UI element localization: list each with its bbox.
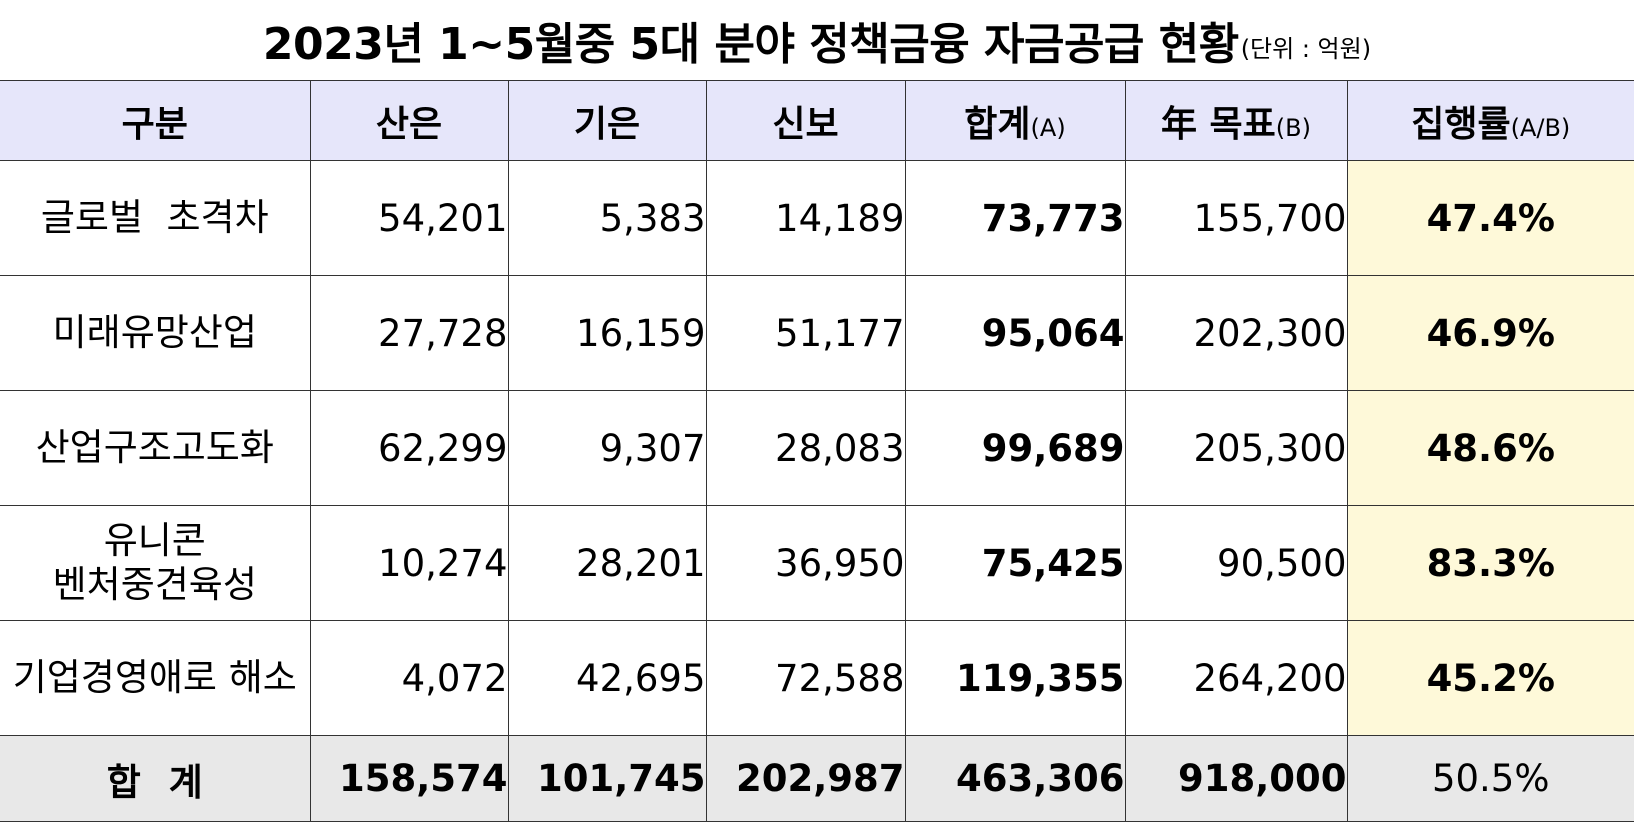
cell-rate: 83.3%	[1346, 505, 1634, 621]
cell-kdb: 27,728	[309, 275, 509, 391]
cell-ibk: 16,159	[507, 275, 707, 391]
cell-ibk: 28,201	[507, 505, 707, 621]
header-rate: 집행률(A/B)	[1346, 80, 1634, 161]
cell-rate: 45.2%	[1346, 620, 1634, 736]
header-total-sub: (A)	[1030, 113, 1066, 142]
title-text: 2023년 1~5월중 5대 분야 정책금융 자금공급 현황	[262, 19, 1239, 70]
header-ibk: 기은	[507, 80, 707, 161]
totals-label: 합계	[0, 735, 311, 822]
header-rate-sub: (A/B)	[1510, 113, 1571, 142]
cell-total: 99,689	[904, 390, 1126, 506]
totals-target: 918,000	[1124, 735, 1348, 822]
cell-category: 글로벌 초격차	[0, 160, 311, 276]
table-row: 산업구조고도화 62,299 9,307 28,083 99,689 205,300 48.…	[0, 390, 1634, 506]
unit-note: (단위 : 억원)	[1240, 34, 1372, 63]
cell-category: 기업경영애로 해소	[0, 620, 311, 736]
cell-rate: 46.9%	[1346, 275, 1634, 391]
header-kdb: 산은	[309, 80, 509, 161]
cell-ibk: 5,383	[507, 160, 707, 276]
table-row: 글로벌 초격차 54,201 5,383 14,189 73,773 155,700 47.…	[0, 160, 1634, 276]
cell-kdb: 10,274	[309, 505, 509, 621]
cell-kdb: 4,072	[309, 620, 509, 736]
cell-category: 산업구조고도화	[0, 390, 311, 506]
cell-ibk: 42,695	[507, 620, 707, 736]
header-kodit: 신보	[705, 80, 906, 161]
header-target-sub: (B)	[1275, 113, 1311, 142]
cell-category: 유니콘 벤처중견육성	[0, 505, 311, 621]
cell-rate: 48.6%	[1346, 390, 1634, 506]
cell-target: 205,300	[1124, 390, 1348, 506]
cell-total: 73,773	[904, 160, 1126, 276]
funding-table: 구분 산은 기은 신보 합계(A) 年 목표(B) 집행률(A/B) 글로벌 초…	[0, 80, 1634, 822]
header-target: 年 목표(B)	[1124, 80, 1348, 161]
cell-kdb: 62,299	[309, 390, 509, 506]
header-category: 구분	[0, 80, 311, 161]
header-row: 구분 산은 기은 신보 합계(A) 年 목표(B) 집행률(A/B)	[0, 80, 1634, 161]
table-row: 유니콘 벤처중견육성 10,274 28,201 36,950 75,425 90,500 8…	[0, 505, 1634, 621]
totals-rate: 50.5%	[1346, 735, 1634, 822]
table-row: 기업경영애로 해소 4,072 42,695 72,588 119,355 264,200…	[0, 620, 1634, 736]
cell-kodit: 72,588	[705, 620, 906, 736]
cell-target: 155,700	[1124, 160, 1348, 276]
cell-kodit: 14,189	[705, 160, 906, 276]
header-total: 합계(A)	[904, 80, 1126, 161]
cell-kdb: 54,201	[309, 160, 509, 276]
table-body: 글로벌 초격차 54,201 5,383 14,189 73,773 155,700 47.…	[0, 160, 1634, 736]
cell-kodit: 51,177	[705, 275, 906, 391]
cell-target: 90,500	[1124, 505, 1348, 621]
cell-total: 75,425	[904, 505, 1126, 621]
cell-category: 미래유망산업	[0, 275, 311, 391]
page-title: 2023년 1~5월중 5대 분야 정책금융 자금공급 현황 (단위 : 억원)	[0, 0, 1634, 80]
totals-kdb: 158,574	[309, 735, 509, 822]
totals-total: 463,306	[904, 735, 1126, 822]
cell-ibk: 9,307	[507, 390, 707, 506]
totals-kodit: 202,987	[705, 735, 906, 822]
totals-ibk: 101,745	[507, 735, 707, 822]
cell-rate: 47.4%	[1346, 160, 1634, 276]
cell-total: 119,355	[904, 620, 1126, 736]
totals-row: 합계 158,574 101,745 202,987 463,306 918,0…	[0, 735, 1634, 822]
cell-total: 95,064	[904, 275, 1126, 391]
cell-kodit: 28,083	[705, 390, 906, 506]
cell-target: 202,300	[1124, 275, 1348, 391]
cell-target: 264,200	[1124, 620, 1348, 736]
table-row: 미래유망산업 27,728 16,159 51,177 95,064 202,300 46.…	[0, 275, 1634, 391]
cell-kodit: 36,950	[705, 505, 906, 621]
